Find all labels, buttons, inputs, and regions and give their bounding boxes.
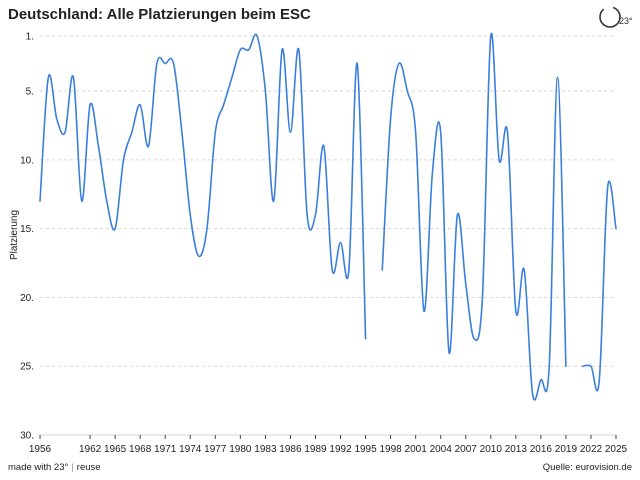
made-with-link[interactable]: made with 23° [8, 462, 69, 473]
series-line [581, 180, 617, 392]
y-tick-label: 30. [20, 431, 34, 442]
chart-title: Deutschland: Alle Platzierungen beim ESC [8, 6, 311, 23]
footer-separator: | [71, 462, 74, 473]
x-tick-label: 1968 [129, 444, 152, 455]
logo-ring-icon [599, 6, 621, 28]
x-tick-label: 2004 [430, 444, 453, 455]
x-tick-label: 2013 [505, 444, 528, 455]
y-tick-label: 15. [20, 224, 34, 235]
x-tick-label: 2025 [605, 444, 628, 455]
x-tick-label: 1989 [304, 444, 327, 455]
x-tick-label: 2010 [480, 444, 503, 455]
x-tick-label: 2001 [405, 444, 428, 455]
y-axis-ticks: 1. 5. 10. 15. 20. 25. 30. [20, 32, 34, 442]
x-axis-ticks: 1956 1962 1965 1968 1971 1974 1977 1980 1983 1986… [29, 435, 628, 455]
x-tick-label: 1986 [279, 444, 302, 455]
x-tick-label: 2022 [580, 444, 603, 455]
y-tick-label: 25. [20, 362, 34, 373]
grid-lines [40, 35, 616, 436]
x-tick-label: 1971 [154, 444, 177, 455]
y-axis-label: Platzierung [9, 210, 20, 260]
reuse-link[interactable]: reuse [76, 462, 101, 473]
y-tick-label: 10. [20, 155, 34, 166]
footer-credits: made with 23° | reuse [8, 462, 101, 473]
y-tick-label: 5. [26, 87, 34, 98]
series-line [39, 33, 367, 340]
x-tick-label: 2016 [530, 444, 553, 455]
x-tick-label: 1974 [179, 444, 202, 455]
x-tick-label: 1995 [354, 444, 377, 455]
logo-text: 23° [619, 16, 633, 26]
x-tick-label: 2019 [555, 444, 578, 455]
series-line [381, 32, 567, 401]
logo-23-degrees: 23° [599, 6, 633, 28]
x-tick-label: 1980 [229, 444, 252, 455]
source-note: Quelle: eurovision.de [542, 462, 632, 473]
y-tick-label: 20. [20, 293, 34, 304]
series-lines [39, 32, 617, 401]
x-tick-label: 2007 [455, 444, 478, 455]
x-tick-label: 1956 [29, 444, 52, 455]
line-chart: 1. 5. 10. 15. 20. 25. 30. 1956 1962 1965 1968 1971… [9, 32, 628, 456]
x-tick-label: 1962 [79, 444, 102, 455]
x-tick-label: 1965 [104, 444, 127, 455]
x-tick-label: 1983 [254, 444, 277, 455]
x-tick-label: 1977 [204, 444, 227, 455]
x-tick-label: 1998 [379, 444, 402, 455]
y-tick-label: 1. [26, 32, 34, 43]
x-tick-label: 1992 [329, 444, 352, 455]
